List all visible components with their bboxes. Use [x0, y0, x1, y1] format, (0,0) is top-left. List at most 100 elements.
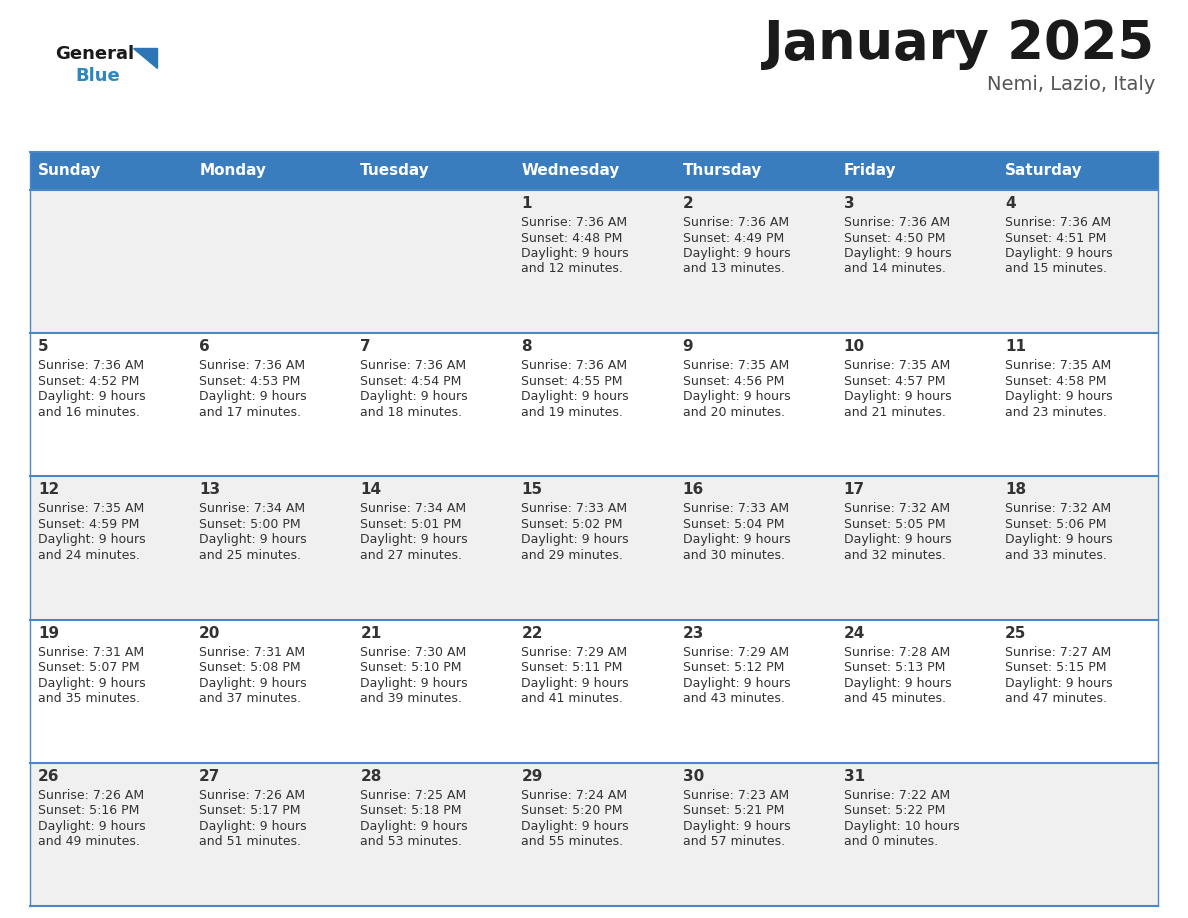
Text: 6: 6 [200, 339, 210, 354]
Text: 9: 9 [683, 339, 693, 354]
Text: Daylight: 9 hours: Daylight: 9 hours [522, 533, 630, 546]
Text: Sunrise: 7:26 AM: Sunrise: 7:26 AM [200, 789, 305, 801]
Text: Sunset: 5:01 PM: Sunset: 5:01 PM [360, 518, 462, 531]
Bar [191, 152, 353, 190]
Text: and 27 minutes.: and 27 minutes. [360, 549, 462, 562]
Bar [30, 620, 1158, 763]
Text: and 12 minutes.: and 12 minutes. [522, 263, 624, 275]
Text: Sunset: 5:18 PM: Sunset: 5:18 PM [360, 804, 462, 817]
Bar [675, 152, 835, 190]
Text: Thursday: Thursday [683, 163, 762, 178]
Bar [30, 333, 1158, 476]
Bar [30, 763, 1158, 906]
Text: Sunset: 4:52 PM: Sunset: 4:52 PM [38, 375, 139, 387]
Text: Sunset: 5:02 PM: Sunset: 5:02 PM [522, 518, 623, 531]
Text: Daylight: 9 hours: Daylight: 9 hours [522, 247, 630, 260]
Text: Sunset: 5:04 PM: Sunset: 5:04 PM [683, 518, 784, 531]
Text: Sunrise: 7:23 AM: Sunrise: 7:23 AM [683, 789, 789, 801]
Text: Sunrise: 7:34 AM: Sunrise: 7:34 AM [360, 502, 467, 515]
Text: Daylight: 9 hours: Daylight: 9 hours [843, 533, 952, 546]
Text: Sunday: Sunday [38, 163, 101, 178]
Text: Daylight: 9 hours: Daylight: 9 hours [38, 677, 146, 689]
Text: Sunrise: 7:22 AM: Sunrise: 7:22 AM [843, 789, 950, 801]
Text: and 13 minutes.: and 13 minutes. [683, 263, 784, 275]
Text: 16: 16 [683, 482, 703, 498]
Bar [30, 152, 191, 190]
Text: Daylight: 9 hours: Daylight: 9 hours [200, 677, 307, 689]
Text: 24: 24 [843, 625, 865, 641]
Text: Daylight: 9 hours: Daylight: 9 hours [683, 677, 790, 689]
Text: Sunrise: 7:35 AM: Sunrise: 7:35 AM [843, 359, 950, 372]
Text: Sunset: 4:55 PM: Sunset: 4:55 PM [522, 375, 623, 387]
Text: 10: 10 [843, 339, 865, 354]
Text: Daylight: 9 hours: Daylight: 9 hours [1005, 533, 1112, 546]
Text: Sunset: 4:54 PM: Sunset: 4:54 PM [360, 375, 462, 387]
Text: and 23 minutes.: and 23 minutes. [1005, 406, 1107, 419]
Text: Sunrise: 7:36 AM: Sunrise: 7:36 AM [1005, 216, 1111, 229]
Text: 25: 25 [1005, 625, 1026, 641]
Text: Daylight: 9 hours: Daylight: 9 hours [360, 820, 468, 833]
Text: Sunrise: 7:34 AM: Sunrise: 7:34 AM [200, 502, 305, 515]
Text: Sunrise: 7:27 AM: Sunrise: 7:27 AM [1005, 645, 1111, 658]
Text: Sunrise: 7:24 AM: Sunrise: 7:24 AM [522, 789, 627, 801]
Text: Sunset: 5:00 PM: Sunset: 5:00 PM [200, 518, 301, 531]
Text: Sunset: 5:16 PM: Sunset: 5:16 PM [38, 804, 139, 817]
Text: Sunrise: 7:36 AM: Sunrise: 7:36 AM [360, 359, 467, 372]
Text: Daylight: 9 hours: Daylight: 9 hours [683, 820, 790, 833]
Bar [835, 152, 997, 190]
Text: Sunrise: 7:36 AM: Sunrise: 7:36 AM [522, 216, 627, 229]
Text: 8: 8 [522, 339, 532, 354]
Text: and 51 minutes.: and 51 minutes. [200, 835, 301, 848]
Text: Saturday: Saturday [1005, 163, 1082, 178]
Text: Sunrise: 7:33 AM: Sunrise: 7:33 AM [522, 502, 627, 515]
Text: Sunset: 5:22 PM: Sunset: 5:22 PM [843, 804, 946, 817]
Text: and 35 minutes.: and 35 minutes. [38, 692, 140, 705]
Text: Sunrise: 7:36 AM: Sunrise: 7:36 AM [200, 359, 305, 372]
Text: Daylight: 9 hours: Daylight: 9 hours [843, 247, 952, 260]
Text: Sunset: 5:12 PM: Sunset: 5:12 PM [683, 661, 784, 674]
Text: Sunset: 4:56 PM: Sunset: 4:56 PM [683, 375, 784, 387]
Text: 30: 30 [683, 768, 703, 784]
Text: Sunrise: 7:35 AM: Sunrise: 7:35 AM [1005, 359, 1111, 372]
Bar [30, 476, 1158, 620]
Text: Sunset: 5:06 PM: Sunset: 5:06 PM [1005, 518, 1106, 531]
Text: Sunrise: 7:28 AM: Sunrise: 7:28 AM [843, 645, 950, 658]
Text: Sunset: 4:48 PM: Sunset: 4:48 PM [522, 231, 623, 244]
Text: Sunrise: 7:32 AM: Sunrise: 7:32 AM [1005, 502, 1111, 515]
Text: and 41 minutes.: and 41 minutes. [522, 692, 624, 705]
Text: Sunrise: 7:36 AM: Sunrise: 7:36 AM [522, 359, 627, 372]
Text: Daylight: 9 hours: Daylight: 9 hours [683, 247, 790, 260]
Text: Sunset: 5:10 PM: Sunset: 5:10 PM [360, 661, 462, 674]
Text: January 2025: January 2025 [764, 18, 1155, 70]
Text: and 37 minutes.: and 37 minutes. [200, 692, 301, 705]
Text: and 18 minutes.: and 18 minutes. [360, 406, 462, 419]
Text: Sunset: 5:11 PM: Sunset: 5:11 PM [522, 661, 623, 674]
Text: Sunset: 5:21 PM: Sunset: 5:21 PM [683, 804, 784, 817]
Text: General: General [55, 45, 134, 63]
Text: Sunrise: 7:29 AM: Sunrise: 7:29 AM [683, 645, 789, 658]
Text: Daylight: 9 hours: Daylight: 9 hours [522, 390, 630, 403]
Text: Sunrise: 7:35 AM: Sunrise: 7:35 AM [683, 359, 789, 372]
Text: 7: 7 [360, 339, 371, 354]
Text: Sunset: 4:49 PM: Sunset: 4:49 PM [683, 231, 784, 244]
Text: Sunset: 5:05 PM: Sunset: 5:05 PM [843, 518, 946, 531]
Text: 26: 26 [38, 768, 59, 784]
Text: and 45 minutes.: and 45 minutes. [843, 692, 946, 705]
Text: Sunrise: 7:36 AM: Sunrise: 7:36 AM [683, 216, 789, 229]
Text: Daylight: 9 hours: Daylight: 9 hours [38, 533, 146, 546]
Text: Sunrise: 7:29 AM: Sunrise: 7:29 AM [522, 645, 627, 658]
Text: and 24 minutes.: and 24 minutes. [38, 549, 140, 562]
Text: Sunset: 5:13 PM: Sunset: 5:13 PM [843, 661, 946, 674]
Text: 15: 15 [522, 482, 543, 498]
Text: 12: 12 [38, 482, 59, 498]
Text: Sunrise: 7:31 AM: Sunrise: 7:31 AM [200, 645, 305, 658]
Text: 2: 2 [683, 196, 694, 211]
Text: Sunset: 5:17 PM: Sunset: 5:17 PM [200, 804, 301, 817]
Text: and 43 minutes.: and 43 minutes. [683, 692, 784, 705]
Text: Sunset: 4:58 PM: Sunset: 4:58 PM [1005, 375, 1106, 387]
Text: and 32 minutes.: and 32 minutes. [843, 549, 946, 562]
Text: Daylight: 9 hours: Daylight: 9 hours [683, 390, 790, 403]
Text: Sunset: 5:20 PM: Sunset: 5:20 PM [522, 804, 623, 817]
Text: and 29 minutes.: and 29 minutes. [522, 549, 624, 562]
Text: Sunset: 5:08 PM: Sunset: 5:08 PM [200, 661, 301, 674]
